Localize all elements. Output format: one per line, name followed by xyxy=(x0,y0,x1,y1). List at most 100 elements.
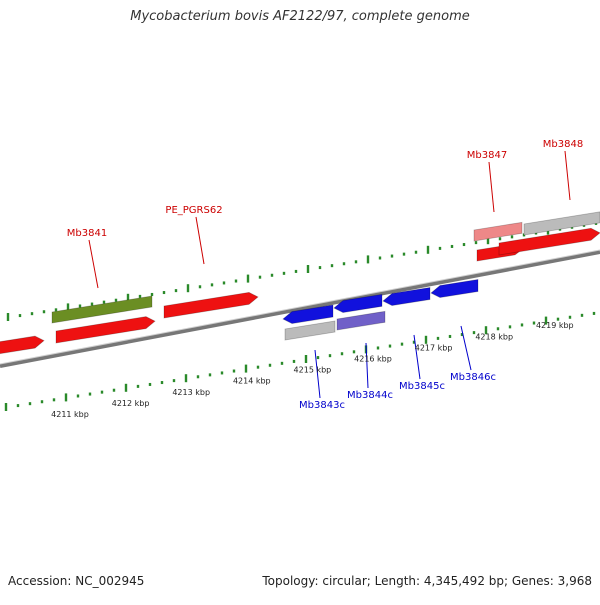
forward-tick xyxy=(366,255,370,264)
forward-tick xyxy=(186,284,190,293)
forward-tick xyxy=(210,283,214,287)
forward-tick xyxy=(450,244,454,248)
ruler-label: 4214 kbp xyxy=(233,377,271,386)
forward-tick xyxy=(198,285,202,289)
label-leader xyxy=(460,325,472,371)
gene-reverse xyxy=(282,304,334,324)
gene-label-forward: PE_PGRS62 xyxy=(165,205,222,216)
gene-forward xyxy=(55,316,156,344)
reverse-scale-ticks xyxy=(4,311,596,411)
reverse-tick xyxy=(376,346,380,350)
reverse-tick xyxy=(160,381,164,385)
forward-tick xyxy=(510,235,514,239)
forward-tick xyxy=(90,302,94,306)
reverse-tick xyxy=(568,315,572,319)
reverse-tick xyxy=(100,390,104,394)
forward-tick xyxy=(330,264,334,268)
ruler-label: 4211 kbp xyxy=(51,410,89,419)
forward-tick xyxy=(282,271,286,275)
label-leader xyxy=(314,349,321,399)
reverse-tick xyxy=(40,400,44,404)
reverse-tick xyxy=(460,333,464,337)
reverse-tick xyxy=(124,383,128,392)
forward-tick xyxy=(438,246,442,250)
forward-tick xyxy=(42,310,46,314)
forward-tick xyxy=(78,304,82,308)
forward-tick xyxy=(318,266,322,270)
reverse-tick xyxy=(220,371,224,375)
gene-labels: Mb3841 PE_PGRS62 Mb3847 Mb3848 Mb3843cMb3844… xyxy=(67,139,583,411)
reverse-tick xyxy=(580,313,584,317)
forward-tick xyxy=(462,243,466,247)
forward-tick xyxy=(486,236,490,245)
reverse-tick xyxy=(472,331,476,335)
reverse-tick xyxy=(4,403,8,411)
ruler-labels: 4211 kbp 4212 kbp 4213 kbp 4214 kbp 4215 kbp… xyxy=(51,321,574,419)
label-leader xyxy=(195,216,205,265)
forward-tick xyxy=(270,273,274,277)
label-leader xyxy=(413,334,421,380)
reverse-tick xyxy=(292,359,296,363)
label-leader xyxy=(488,161,495,213)
forward-tick xyxy=(150,292,154,296)
forward-tick xyxy=(222,281,226,285)
label-leader xyxy=(88,239,99,289)
reverse-tick xyxy=(28,402,32,406)
forward-tick xyxy=(414,250,418,254)
gene-label-reverse: Mb3846c xyxy=(450,372,496,383)
ruler-label: 4213 kbp xyxy=(172,388,210,397)
gene-reverse xyxy=(430,279,479,298)
gene-reverse xyxy=(382,287,431,306)
reverse-tick xyxy=(316,356,320,360)
reverse-tick xyxy=(556,317,560,321)
reverse-tick xyxy=(520,323,524,327)
gene-label-reverse: Mb3845c xyxy=(399,381,445,392)
reverse-tick xyxy=(256,365,260,369)
reverse-tick xyxy=(400,342,404,346)
gene-label-reverse: Mb3843c xyxy=(299,400,345,411)
reverse-tick xyxy=(232,369,236,373)
gene-forward xyxy=(0,335,45,355)
reverse-tick xyxy=(148,382,152,386)
forward-tick xyxy=(162,291,166,295)
genome-summary: Topology: circular; Length: 4,345,492 bp… xyxy=(262,574,592,588)
reverse-tick xyxy=(328,354,332,358)
forward-tick xyxy=(30,312,34,316)
reverse-tick xyxy=(448,334,452,338)
gene-mb3841 xyxy=(51,295,153,324)
map-title: Mycobacterium bovis AF2122/97, complete … xyxy=(130,9,470,24)
reverse-tick xyxy=(592,311,596,315)
reverse-tick xyxy=(496,327,500,331)
reverse-tick xyxy=(196,375,200,379)
forward-tick xyxy=(378,256,382,260)
reverse-tick xyxy=(304,355,308,363)
forward-tick xyxy=(174,289,178,293)
gene-label-forward: Mb3841 xyxy=(67,228,107,239)
forward-tick xyxy=(294,269,298,273)
label-leader xyxy=(564,150,571,201)
forward-tick xyxy=(426,245,430,254)
gene-pe-pgrs62 xyxy=(163,291,259,319)
forward-tick xyxy=(114,298,118,302)
reverse-tick xyxy=(280,361,284,365)
backbone-highlight xyxy=(0,249,600,365)
genome-backbone xyxy=(0,249,600,368)
ruler-label: 4219 kbp xyxy=(536,321,574,330)
forward-tick xyxy=(402,252,406,256)
reverse-tick xyxy=(208,373,212,377)
reverse-tick xyxy=(52,398,56,402)
ruler-label: 4215 kbp xyxy=(294,366,332,375)
forward-tick xyxy=(138,294,142,298)
ruler-label: 4212 kbp xyxy=(112,399,150,408)
reverse-tick xyxy=(532,321,536,325)
ruler-label: 4218 kbp xyxy=(475,332,513,341)
forward-tick xyxy=(246,274,250,283)
gene-reverse xyxy=(333,293,383,313)
reverse-tick xyxy=(436,336,440,340)
gene-label-forward: Mb3848 xyxy=(543,139,583,150)
forward-tick xyxy=(258,275,262,279)
reverse-tick xyxy=(184,374,188,383)
forward-tick xyxy=(18,314,22,318)
gene-mb3843c xyxy=(284,320,336,341)
